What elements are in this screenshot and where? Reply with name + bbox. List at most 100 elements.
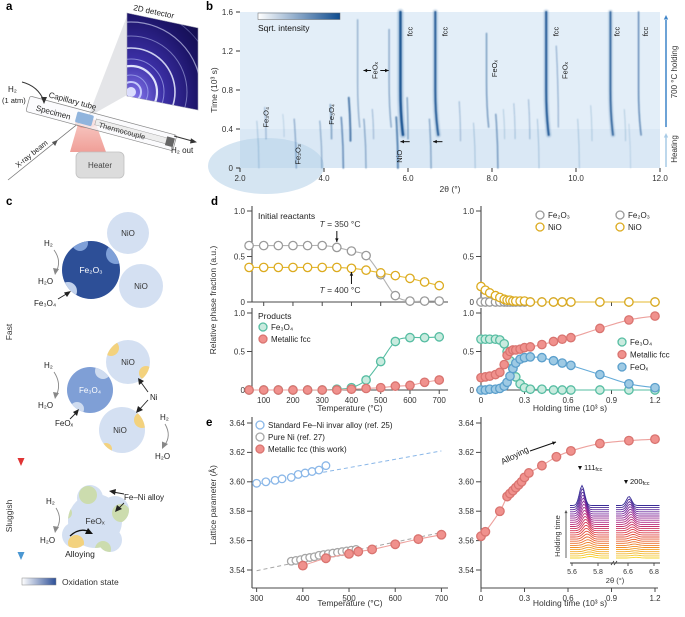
point-fe2o3: [258, 240, 269, 251]
point-metallic-fcc: [288, 385, 298, 395]
point-metallic-fcc: [548, 336, 559, 347]
oxidation-state-label: Oxidation state: [62, 577, 119, 587]
markers-feox: [476, 352, 660, 395]
point-feox: [525, 352, 536, 362]
sluggish-label: Sluggish: [4, 499, 14, 532]
waterfall-curve: [616, 528, 660, 534]
point-metallic-fcc: [419, 377, 430, 388]
streak: [434, 10, 440, 136]
waterfall-curve: [570, 509, 609, 523]
waterfall-curve: [616, 533, 660, 538]
x-tick-label: 8.0: [486, 174, 498, 183]
phase-peak-label: fcc: [551, 26, 560, 36]
heatmap-background: [240, 12, 660, 168]
point-nio: [624, 297, 634, 307]
point-nio: [537, 297, 547, 307]
point-metallic-fcc: [361, 383, 371, 394]
waterfall-curve: [616, 501, 660, 511]
legend-marker-fe3o4: [617, 337, 627, 347]
waterfall-curve: [570, 524, 609, 534]
waterfall-curve: [570, 522, 609, 532]
waterfall-curve: [570, 551, 609, 555]
waterfall-curve: [570, 541, 609, 546]
waterfall-curve: [616, 538, 660, 542]
h2-label: H₂: [44, 361, 53, 370]
y-tick-label: 3.58: [229, 507, 245, 516]
streak: [356, 19, 361, 128]
waterfall-curve: [616, 513, 660, 521]
products-header: Products: [258, 311, 292, 321]
point-metallic-fcc: [624, 315, 634, 325]
legend-label-metallic-fcc: Metallic fcc: [271, 335, 311, 344]
point-nio: [244, 262, 254, 273]
y-tick-label: 0: [229, 164, 234, 173]
x-tick-label: 1.2: [649, 396, 661, 405]
x-tick-label: 700: [433, 396, 447, 405]
legend-label-fe3o4: Fe₃O₄: [630, 338, 652, 347]
point-fe3o4: [375, 356, 386, 367]
waterfall-curve: [616, 556, 660, 559]
streak: [637, 11, 642, 136]
point-nio: [419, 277, 430, 287]
point-invar-ref25: [314, 465, 324, 475]
point-metallic-fcc-work: [344, 548, 354, 559]
annotation-t400: T = 400 °C: [320, 285, 361, 295]
point-feox: [537, 352, 547, 363]
streak: [388, 28, 392, 128]
legend-marker-fe3o4: [258, 322, 268, 332]
streak: [555, 45, 560, 128]
legend-label-feox: FeOₓ: [630, 363, 649, 372]
peak-marker: [624, 480, 628, 484]
h2-label: H₂: [46, 497, 55, 506]
point-metallic-fcc: [595, 323, 605, 334]
point-metallic-fcc: [434, 375, 445, 385]
streak: [494, 113, 499, 169]
point-metallic-fcc-work: [494, 506, 505, 517]
point-nio: [566, 297, 576, 307]
waterfall-curve: [570, 536, 609, 542]
waterfall-curve: [570, 533, 609, 540]
diffraction-streaks: [256, 8, 642, 169]
markers-fe2o3: [244, 240, 445, 306]
colorbar-label: Sqrt. intensity: [258, 23, 310, 33]
h2o-label: H₂O: [40, 536, 55, 545]
y-tick-label: 3.56: [229, 536, 245, 545]
panel-letter-d: d: [211, 196, 219, 208]
legend-label-fe3o4: Fe₃O₄: [271, 323, 293, 332]
point-invar-ref25: [277, 474, 287, 484]
streak: [485, 32, 490, 128]
point-metallic-fcc-work: [650, 434, 660, 445]
fe3o4-patch-label: Fe₃O₄: [34, 299, 56, 308]
point-metallic-fcc: [346, 384, 357, 395]
waterfall-curve: [570, 519, 609, 530]
x-tick-label: 100: [257, 396, 271, 405]
feox-patch-label: FeOₓ: [55, 419, 74, 428]
peak-marker: [578, 466, 582, 470]
h2-out-label: H₂ out: [171, 146, 194, 155]
point-nio: [390, 270, 401, 281]
streak: [406, 97, 409, 140]
waterfall-curve: [570, 539, 609, 544]
fast-label: Fast: [4, 323, 14, 340]
panel-letter-c: c: [6, 196, 13, 208]
point-metallic-fcc: [375, 382, 386, 393]
rate-arrow-fast: Fast: [4, 222, 25, 466]
nio-particle: [99, 407, 145, 453]
streak: [502, 109, 506, 140]
point-nio: [273, 262, 284, 273]
point-fe2o3: [331, 242, 342, 253]
legend-marker-metallic-fcc-work: [255, 444, 265, 454]
rate-arrow-sluggish: Sluggish: [4, 477, 25, 560]
arrowhead: [400, 139, 405, 144]
y-tick-label: 0: [470, 298, 475, 307]
waterfall-curve: [570, 494, 609, 513]
nio-label: NiO: [134, 282, 148, 291]
point-metallic-fcc-work: [367, 544, 378, 555]
point-invar-ref25: [261, 477, 271, 487]
point-fe2o3: [273, 240, 284, 251]
nio-particle: [119, 264, 163, 308]
waterfall-curve: [570, 553, 609, 557]
x-tick-label: 200: [286, 396, 300, 405]
phase-peak-label: FeOₓ: [490, 59, 499, 77]
axis-break: [613, 560, 618, 566]
